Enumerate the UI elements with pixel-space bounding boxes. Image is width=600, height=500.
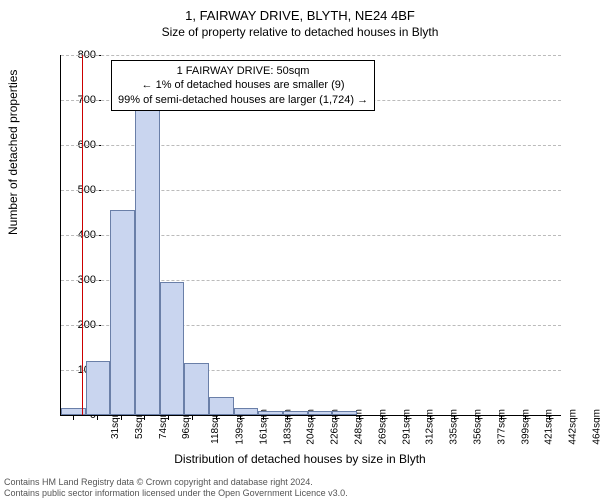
- x-axis-label: Distribution of detached houses by size …: [0, 452, 600, 466]
- x-tick-mark: [478, 415, 479, 420]
- x-tick-mark: [144, 415, 145, 420]
- chart-title: 1, FAIRWAY DRIVE, BLYTH, NE24 4BF: [0, 0, 600, 23]
- x-tick-mark: [216, 415, 217, 420]
- x-tick: 464sqm: [592, 409, 600, 445]
- plot-area: 1 FAIRWAY DRIVE: 50sqm ← 1% of detached …: [60, 55, 561, 416]
- x-tick-mark: [287, 415, 288, 420]
- x-tick-mark: [192, 415, 193, 420]
- x-tick-mark: [382, 415, 383, 420]
- footer-attribution: Contains HM Land Registry data © Crown c…: [0, 476, 600, 500]
- x-tick-mark: [240, 415, 241, 420]
- x-tick-mark: [549, 415, 550, 420]
- y-axis-label: Number of detached properties: [6, 70, 20, 235]
- annotation-line2: ← 1% of detached houses are smaller (9): [118, 78, 368, 92]
- x-tick-mark: [263, 415, 264, 420]
- histogram-bar: [308, 411, 333, 416]
- chart-subtitle: Size of property relative to detached ho…: [0, 23, 600, 39]
- histogram-bar: [135, 109, 160, 415]
- x-tick-mark: [501, 415, 502, 420]
- annotation-line1: 1 FAIRWAY DRIVE: 50sqm: [118, 64, 368, 78]
- annotation-line3: 99% of semi-detached houses are larger (…: [118, 93, 368, 107]
- histogram-bar: [110, 210, 135, 415]
- annotation-box: 1 FAIRWAY DRIVE: 50sqm ← 1% of detached …: [111, 60, 375, 111]
- histogram-bar: [184, 363, 209, 415]
- histogram-bar: [86, 361, 111, 415]
- property-marker-line: [82, 55, 83, 415]
- x-tick: 442sqm: [568, 409, 579, 445]
- x-tick-mark: [430, 415, 431, 420]
- footer-line1: Contains HM Land Registry data © Crown c…: [4, 477, 600, 488]
- x-tick-mark: [359, 415, 360, 420]
- footer-line2: Contains public sector information licen…: [4, 488, 600, 499]
- histogram-bar: [160, 282, 185, 415]
- x-tick-mark: [168, 415, 169, 420]
- x-tick-mark: [121, 415, 122, 420]
- x-tick-mark: [406, 415, 407, 420]
- histogram-bar: [258, 411, 283, 416]
- histogram-bar: [234, 408, 259, 415]
- x-tick-mark: [335, 415, 336, 420]
- x-tick-mark: [525, 415, 526, 420]
- x-tick-mark: [311, 415, 312, 420]
- x-tick-mark: [454, 415, 455, 420]
- histogram-bar: [332, 411, 357, 416]
- histogram-bar: [209, 397, 234, 415]
- histogram-bar: [283, 411, 308, 416]
